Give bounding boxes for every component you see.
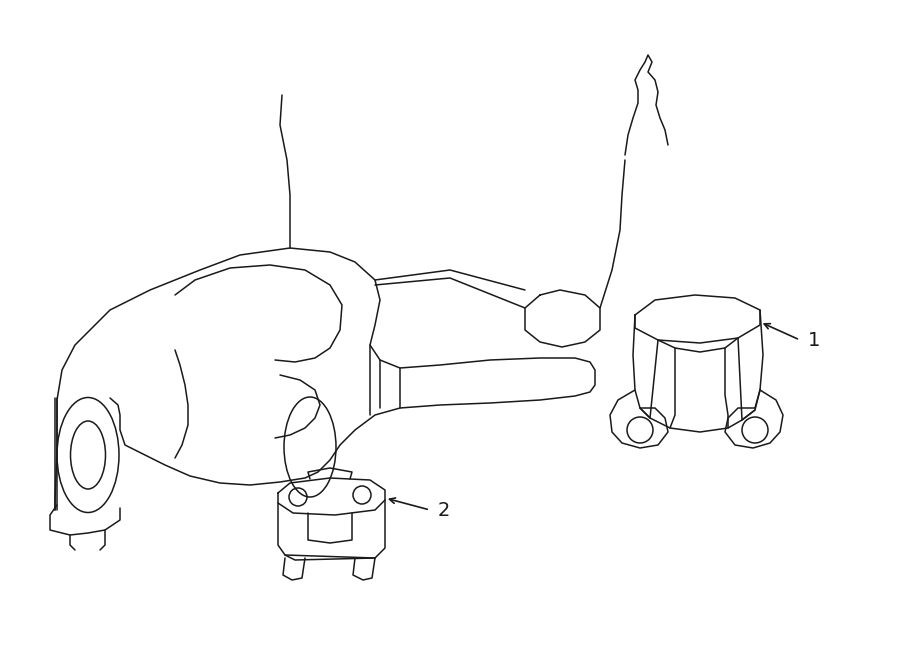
- Text: 2: 2: [438, 500, 450, 520]
- Text: 1: 1: [808, 330, 821, 350]
